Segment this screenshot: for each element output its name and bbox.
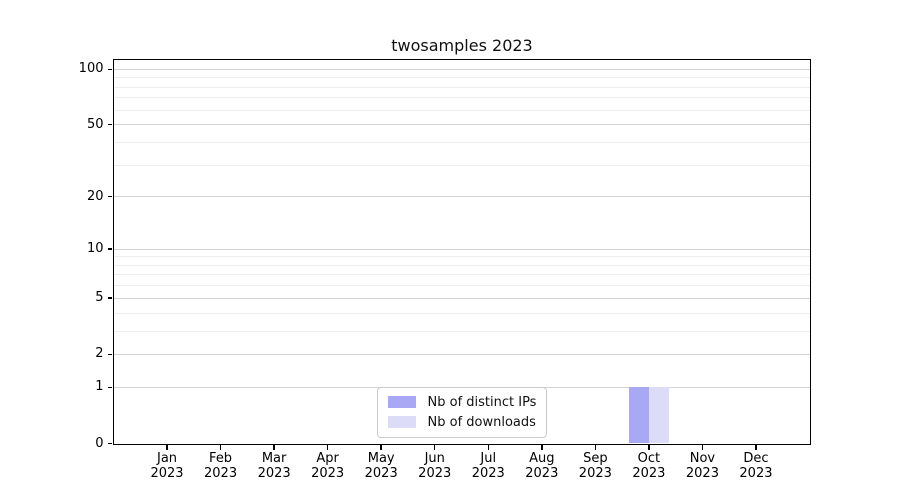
x-tick-mark [541,445,543,450]
gridline-major [113,68,810,70]
gridline-minor [113,109,810,111]
y-tick-mark [107,248,112,250]
gridline-minor [113,164,810,166]
y-tick-mark [107,297,112,299]
x-tick-label: Sep 2023 [578,450,612,482]
y-tick-label: 100 [78,61,104,77]
x-tick-mark [326,445,329,450]
gridline-minor [113,77,810,79]
chart-title: twosamples 2023 [391,36,533,55]
x-tick-label: Dec 2023 [739,450,773,482]
x-tick-mark [166,445,168,450]
x-tick-label: Jun 2023 [418,450,452,482]
plot-area: Nb of distinct IPs Nb of downloads 0 1 2 5 1… [79,58,811,481]
y-tick-label: 2 [95,346,104,362]
x-tick-label: Nov 2023 [685,450,719,482]
x-tick-mark [701,445,704,450]
y-tick-label: 50 [86,116,104,132]
y-tick-label: 10 [86,241,104,257]
x-tick-mark [487,445,490,450]
gridline-minor [113,86,810,88]
x-tick-mark [594,445,597,450]
x-tick-mark [433,445,436,450]
legend-label-distinct-ips: Nb of distinct IPs [427,394,537,410]
x-tick-label: Aug 2023 [525,450,559,482]
y-tick-label: 5 [95,290,104,306]
x-tick-mark [380,445,382,450]
gridline-major [113,196,810,198]
y-tick-mark [107,195,112,198]
x-tick-label: Jan 2023 [150,450,184,482]
x-tick-mark [273,445,275,450]
legend-label-downloads: Nb of downloads [427,414,536,430]
x-tick-label: Mar 2023 [257,450,291,482]
gridline-major [113,353,810,355]
legend-swatch-downloads [387,416,416,428]
gridline-minor [113,264,810,266]
legend: Nb of distinct IPs Nb of downloads [376,386,548,438]
legend-item-downloads: Nb of downloads [387,414,537,430]
gridline-major [113,124,810,126]
gridline-minor [113,274,810,276]
gridline-major [113,248,810,250]
x-tick-label: Oct 2023 [632,450,666,482]
x-tick-label: Feb 2023 [204,450,238,482]
gridline-major [113,297,810,299]
y-tick-mark [107,68,112,71]
gridline-minor [113,312,810,314]
gridline-minor [113,256,810,258]
gridline-minor [113,141,810,143]
y-tick-mark [107,386,112,389]
gridline-minor [113,330,810,332]
x-tick-label: Apr 2023 [311,450,345,482]
x-tick-label: Jul 2023 [471,450,505,482]
gridline-minor [113,285,810,287]
x-tick-label: May 2023 [364,450,398,482]
gridline-minor [113,97,810,99]
y-tick-mark [107,353,112,356]
y-tick-mark [107,442,112,445]
bar-downloads [648,387,669,444]
y-tick-label: 20 [86,188,104,204]
x-tick-mark [648,445,650,450]
x-tick-mark [755,445,757,450]
x-tick-mark [219,445,222,450]
y-tick-mark [107,123,112,126]
y-tick-label: 0 [95,435,104,451]
legend-swatch-distinct-ips [387,396,416,408]
bar-distinct-ips [628,387,649,444]
legend-item-distinct-ips: Nb of distinct IPs [387,394,537,410]
y-tick-label: 1 [95,379,104,395]
